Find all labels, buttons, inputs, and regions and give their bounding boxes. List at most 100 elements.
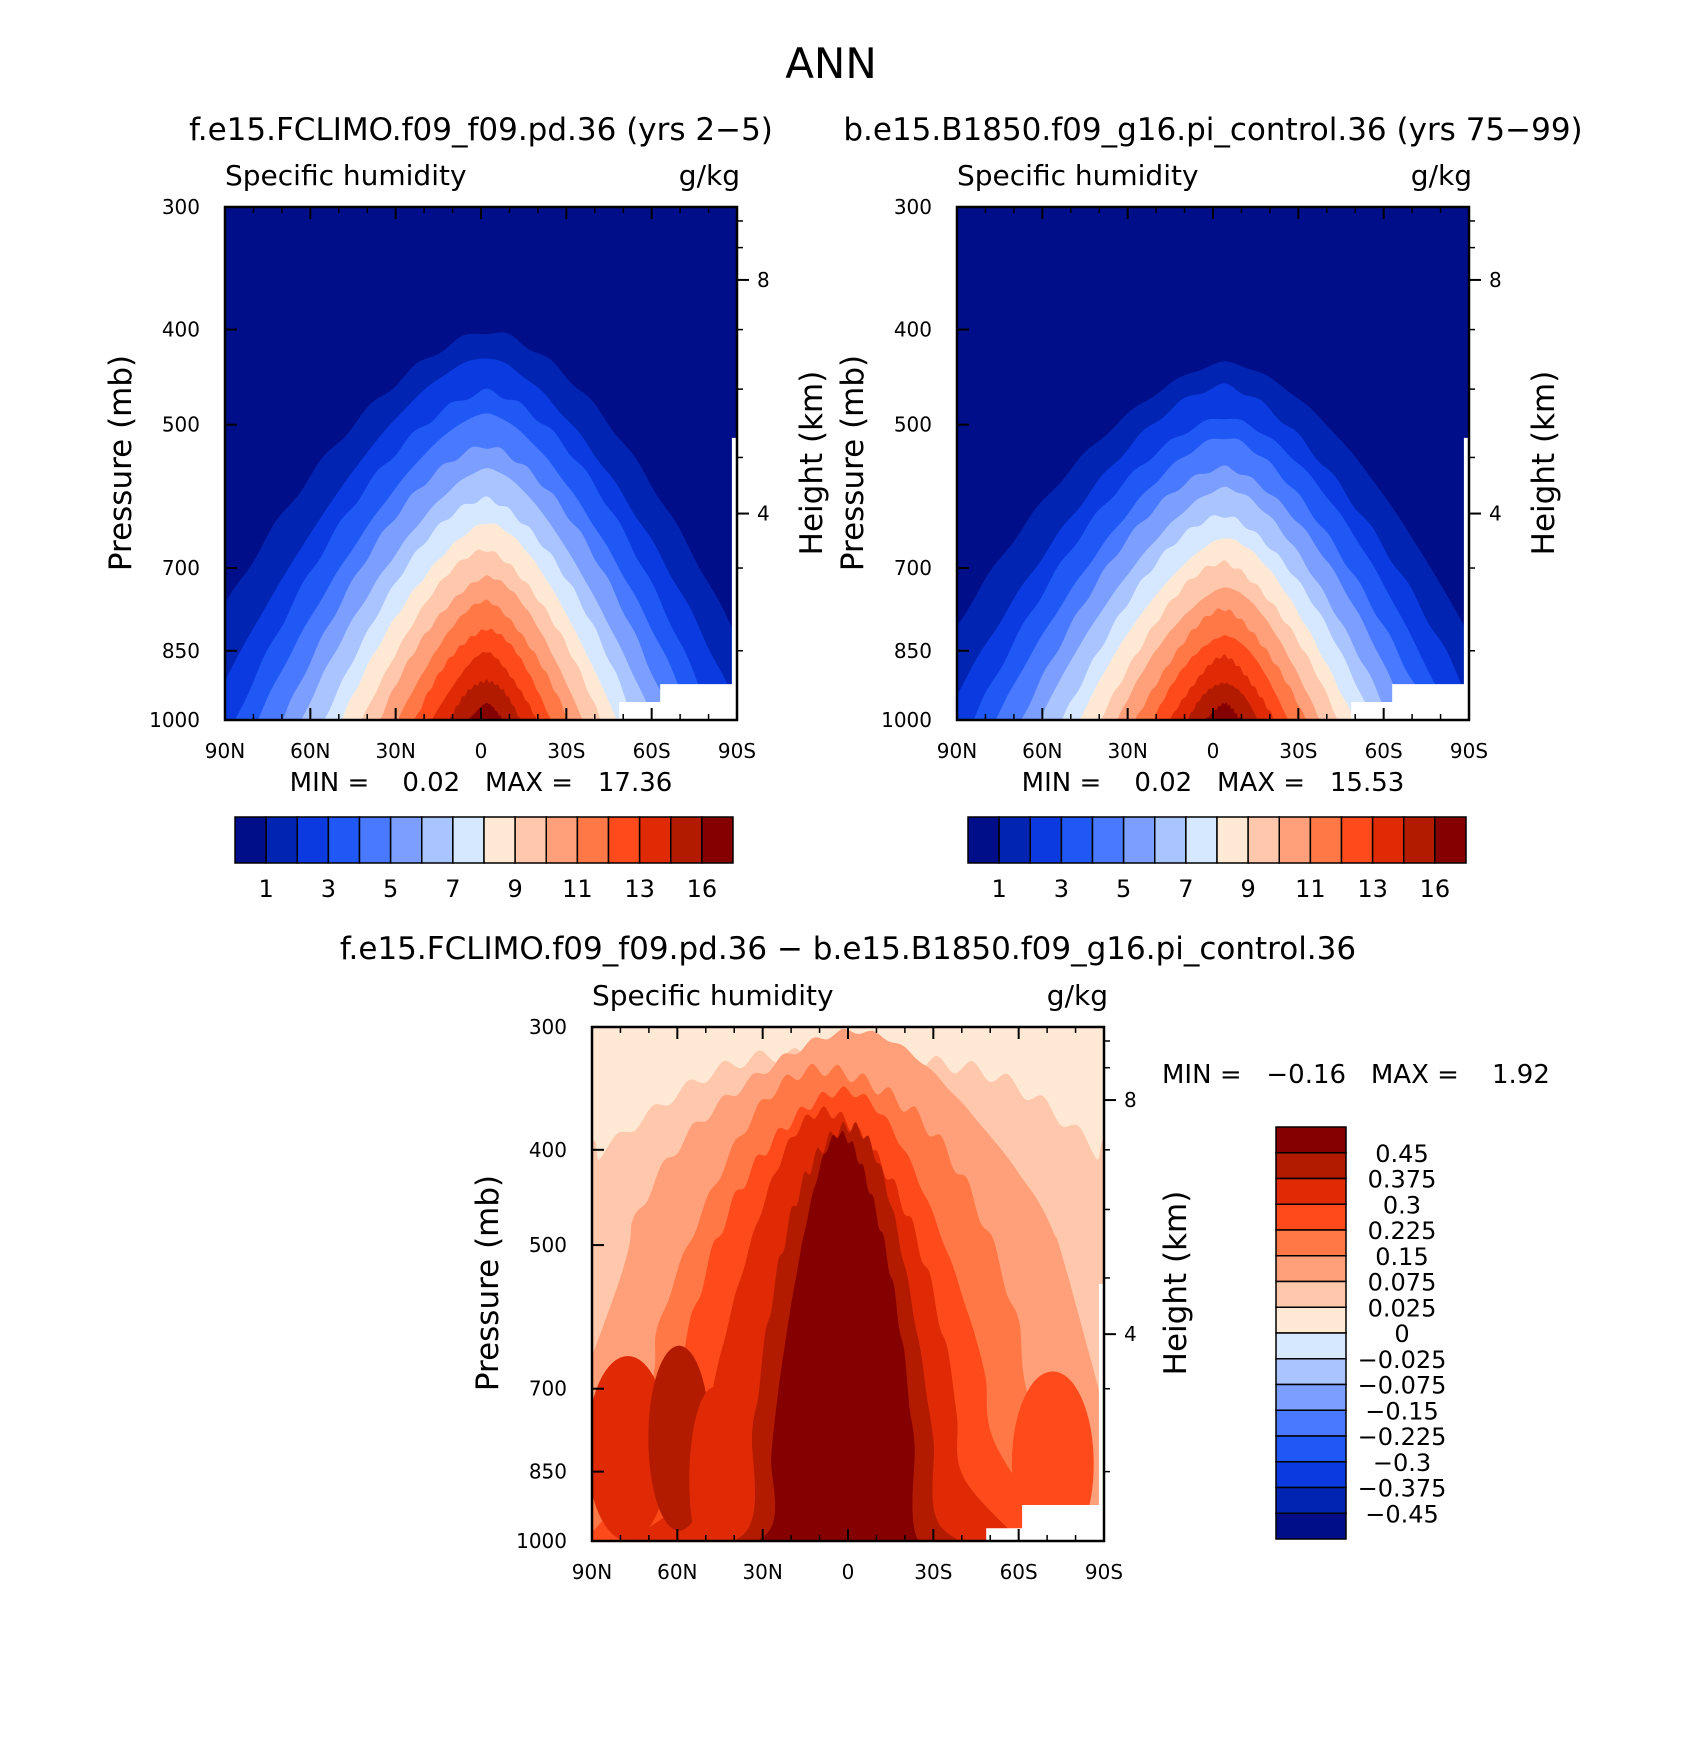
y-tick-label: 850 (529, 1460, 567, 1484)
missing-data-mask (619, 437, 737, 720)
colorbar-swatch (265, 816, 298, 864)
x-tick-label: 0 (475, 739, 488, 763)
colorbar-label: −0.375 (1358, 1475, 1447, 1503)
colorbar-swatch (1275, 1203, 1347, 1231)
colorbar-swatch (1309, 816, 1343, 864)
x-tick-label: 60N (290, 739, 330, 763)
colorbar-swatch (389, 816, 423, 864)
x-tick-label: 30N (375, 739, 415, 763)
colorbar-swatch (967, 816, 1000, 864)
colorbar-label: 0.225 (1368, 1217, 1437, 1245)
contour-level-band (592, 1355, 669, 1541)
colorbar-swatch (1154, 816, 1187, 864)
colorbar: 1 3 5 7 9 11 13 16 (967, 816, 1467, 903)
colorbar-label: 0 (1394, 1320, 1409, 1348)
colorbar-swatch (421, 816, 454, 864)
x-tick-label: 30N (1107, 739, 1147, 763)
y-tick-label: 700 (162, 556, 200, 580)
variable-label: Specific humidity (225, 159, 467, 192)
panel-title: f.e15.FCLIMO.f09_f09.pd.36 (yrs 2−5) (189, 112, 773, 148)
colorbar-swatch (1371, 816, 1405, 864)
colorbar-swatch (1275, 1512, 1347, 1540)
x-axis: 90N 60N 30N 0 30S 60S 90S (937, 205, 1488, 763)
colorbar-label: 0.15 (1375, 1243, 1428, 1271)
colorbar-label: 3 (321, 875, 336, 903)
y-axis: 300 400 500 700 850 1000 (149, 195, 237, 732)
colorbar-label: −0.3 (1373, 1449, 1431, 1477)
missing-data-mask (1351, 437, 1469, 720)
y-tick-label: 1000 (149, 708, 200, 732)
x-tick-label: 90N (572, 1560, 612, 1584)
colorbar-swatch (1275, 1229, 1347, 1257)
colorbar-swatch (1275, 1486, 1347, 1514)
x-tick-label: 0 (842, 1560, 855, 1584)
y-tick-label: 500 (162, 413, 200, 437)
x-tick-label: 30N (742, 1560, 782, 1584)
y-tick-label: 700 (894, 556, 932, 580)
x-tick-label: 60N (657, 1560, 697, 1584)
colorbar-swatch (234, 816, 267, 864)
missing-data-region (986, 1284, 1104, 1541)
colorbar-swatch (670, 816, 703, 864)
y-axis-label: Pressure (mb) (470, 1175, 506, 1391)
colorbar-label: 13 (624, 875, 655, 903)
colorbar-swatch (1185, 816, 1218, 864)
colorbar-label: 1 (991, 875, 1006, 903)
colorbar-swatch (514, 816, 547, 864)
x-tick-label: 90S (1085, 1560, 1123, 1584)
colorbar-label: 11 (562, 875, 593, 903)
colorbar-swatch (452, 816, 485, 864)
figure-title: ANN (785, 39, 877, 88)
colorbar-label: 0.3 (1383, 1191, 1421, 1219)
x-tick-label: 60S (1000, 1560, 1038, 1584)
colorbar-swatch (1275, 1409, 1347, 1437)
x-tick-label: 90N (205, 739, 245, 763)
colorbar-swatch (1275, 1152, 1347, 1180)
colorbar-swatch (576, 816, 610, 864)
colorbar-swatch (483, 816, 516, 864)
y-axis: 300 400 500 700 850 1000 (516, 1015, 604, 1553)
colorbar-swatch (1275, 1255, 1347, 1283)
colorbar-swatch (1275, 1435, 1347, 1463)
colorbar-swatch (1275, 1358, 1347, 1386)
y-tick-label: 400 (894, 318, 932, 342)
colorbar-label: 13 (1357, 875, 1388, 903)
colorbar-swatch (1275, 1126, 1347, 1154)
colorbar-label: 11 (1295, 875, 1326, 903)
y2-axis: 84 (1469, 220, 1502, 652)
contour-level-band (1188, 682, 1258, 720)
colorbar: 0.450.3750.30.2250.150.0750.0250−0.025−0… (1275, 1126, 1447, 1540)
panel-specific-humidity-difference: f.e15.FCLIMO.f09_f09.pd.36 − b.e15.B1850… (340, 931, 1550, 1584)
colorbar-label: −0.225 (1358, 1423, 1447, 1451)
units-label: g/kg (1047, 979, 1108, 1012)
x-axis: 90N 60N 30N 0 30S 60S 90S (572, 1025, 1123, 1584)
variable-label: Specific humidity (592, 979, 834, 1012)
colorbar-swatch (998, 816, 1031, 864)
x-tick-label: 60S (633, 739, 671, 763)
y-tick-label: 500 (529, 1233, 567, 1257)
contour-level-band (755, 1130, 919, 1541)
y-axis-label: Pressure (mb) (835, 355, 871, 571)
colorbar-swatch (1275, 1177, 1347, 1205)
y-axis-label: Pressure (mb) (103, 355, 139, 571)
y2-tick-label: 4 (1124, 1322, 1137, 1346)
colorbar-swatch (1275, 1280, 1347, 1308)
missing-data-region (619, 437, 737, 720)
y-axis: 300 400 500 700 850 1000 (881, 195, 969, 732)
colorbar-label: −0.15 (1365, 1397, 1439, 1425)
x-tick-label: 60N (1022, 739, 1062, 763)
x-tick-label: 30S (1279, 739, 1317, 763)
x-axis: 90N 60N 30N 0 30S 60S 90S (205, 205, 756, 763)
colorbar-swatch (1275, 1332, 1347, 1360)
colorbar-swatch (1275, 1461, 1347, 1489)
y-tick-label: 850 (162, 639, 200, 663)
y2-tick-label: 4 (757, 502, 770, 526)
colorbar-label: 0.025 (1368, 1294, 1437, 1322)
contour-field (592, 1027, 1104, 1541)
y2-axis-label: Height (km) (1526, 371, 1562, 556)
y-tick-label: 300 (162, 195, 200, 219)
y-tick-label: 300 (529, 1015, 567, 1039)
x-tick-label: 30S (547, 739, 585, 763)
y2-tick-label: 8 (1489, 268, 1502, 292)
